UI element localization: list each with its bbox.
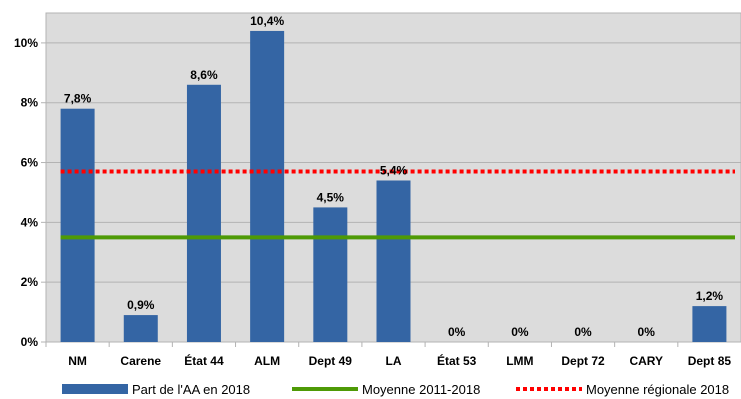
x-tick-label: Dept 85 [688, 354, 732, 368]
legend-label: Moyenne 2011-2018 [362, 382, 480, 397]
x-tick-label: État 53 [437, 353, 477, 368]
y-tick-label: 6% [21, 156, 39, 170]
x-tick-label: Dept 49 [309, 354, 353, 368]
x-axis: NM Carene État 44 ALM Dept 49 LA État 53 LMM Dep… [45, 342, 732, 368]
y-tick-label: 2% [21, 275, 39, 289]
data-label: 0% [574, 325, 592, 339]
data-label: 0,9% [127, 298, 155, 312]
x-tick-label: CARY [629, 354, 663, 368]
data-label: 0% [448, 325, 466, 339]
x-tick-label: Carene [120, 354, 161, 368]
bar [376, 180, 411, 342]
bar-series [60, 30, 727, 343]
x-tick-label: ALM [254, 354, 280, 368]
x-tick-label: Dept 72 [561, 354, 605, 368]
data-label: 0% [638, 325, 656, 339]
legend-label: Part de l'AA en 2018 [132, 382, 250, 397]
reference-lines [60, 169, 735, 240]
x-tick-label: LA [386, 354, 402, 368]
legend: Part de l'AA en 2018 Moyenne 2011-2018 Moy… [62, 382, 729, 397]
data-label: 1,2% [696, 289, 724, 303]
data-label: 5,4% [380, 163, 408, 177]
bar [60, 108, 95, 342]
x-tick-label: NM [68, 354, 87, 368]
data-label: 7,8% [64, 92, 92, 106]
bar [123, 315, 158, 342]
y-tick-label: 4% [21, 215, 39, 229]
bar [186, 84, 221, 343]
x-tick-label: LMM [506, 354, 533, 368]
y-axis: 0% 2% 4% 6% 8% 10% [14, 36, 46, 349]
data-label: 0% [511, 325, 529, 339]
bar [250, 30, 285, 342]
legend-swatch-bar [62, 384, 128, 394]
bar [692, 306, 727, 342]
y-tick-label: 0% [21, 335, 39, 349]
data-label: 4,5% [317, 190, 345, 204]
data-label: 10,4% [250, 14, 284, 28]
bar [313, 207, 348, 342]
data-labels: 7,8% 0,9% 8,6% 10,4% 4,5% 5,4% 0% 0% 0% 0% 1,2% [64, 14, 723, 339]
x-tick-label: État 44 [184, 353, 224, 368]
y-tick-label: 10% [14, 36, 38, 50]
legend-label: Moyenne régionale 2018 [586, 382, 729, 397]
data-label: 8,6% [190, 68, 218, 82]
y-tick-label: 8% [21, 96, 39, 110]
